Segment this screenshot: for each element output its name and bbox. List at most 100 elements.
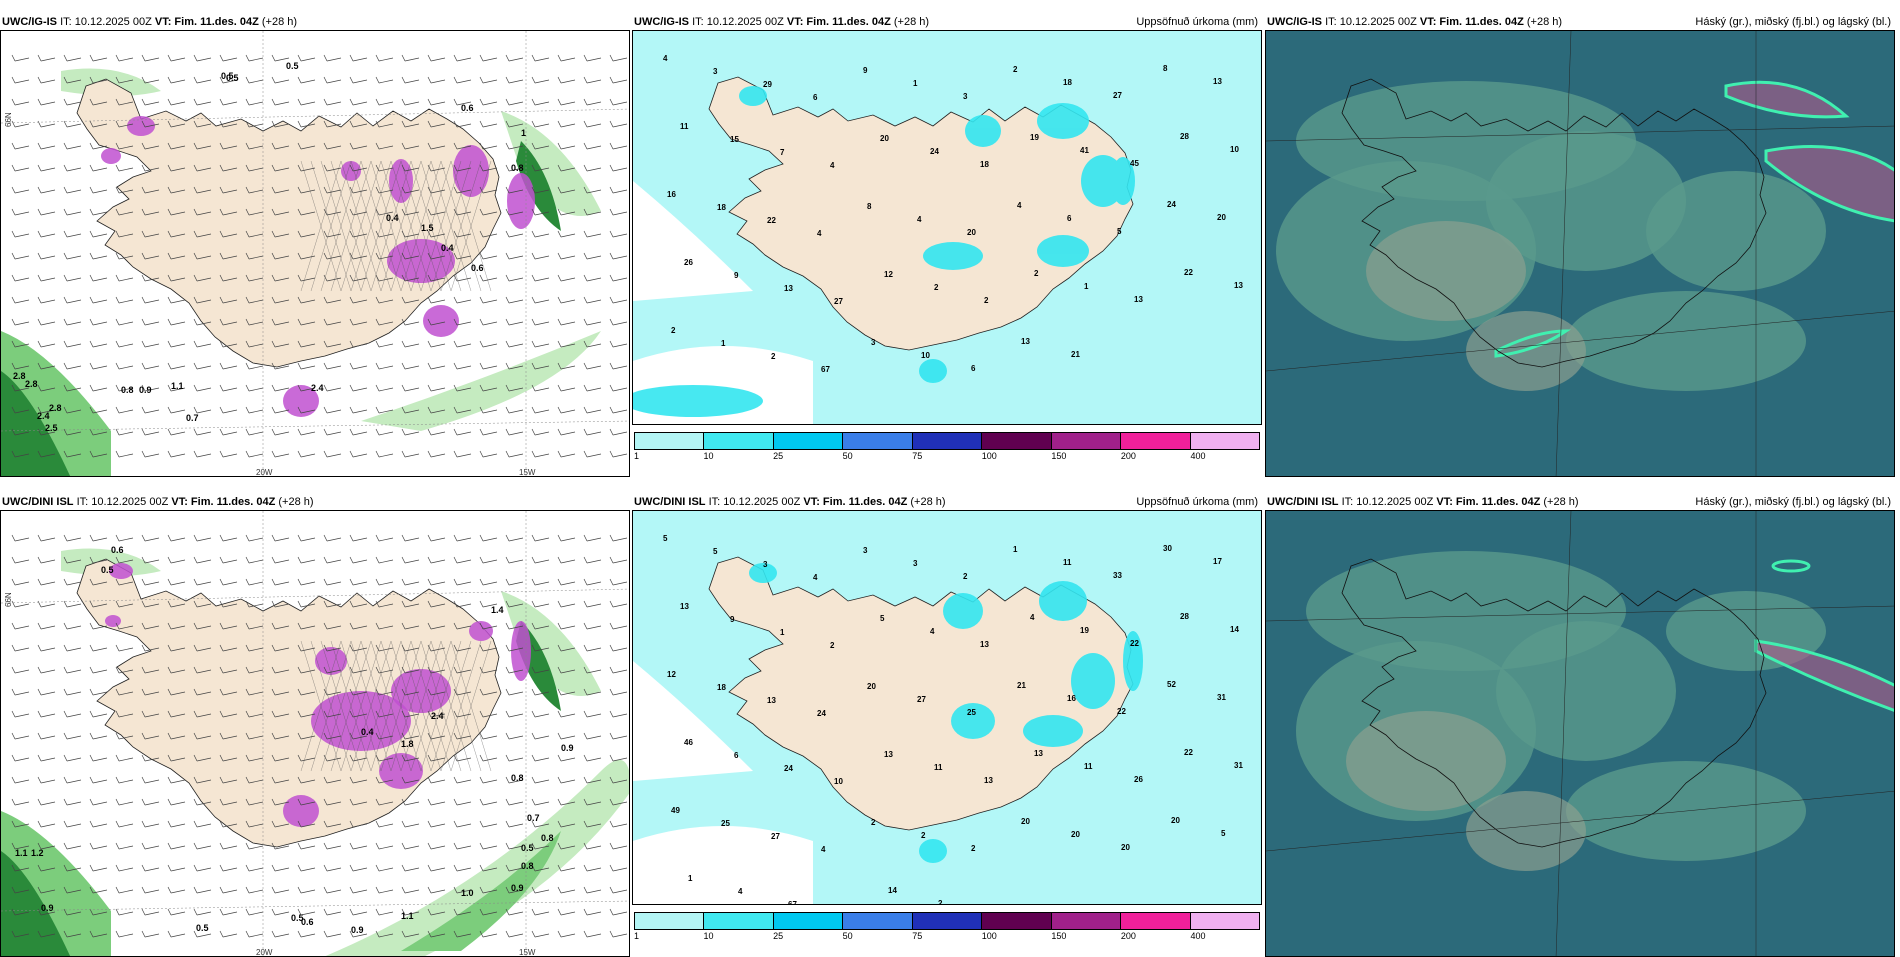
precip-value-label: 4 [917,215,922,224]
precip-value-label: 4 [663,54,668,63]
precip-value-label: 21 [1071,350,1080,359]
wind-value-label: 0.5 [521,843,534,853]
colorbar-tick-label: 100 [982,451,997,461]
mid-cloud-patch [1496,621,1676,761]
precip-value-label: 22 [1184,748,1193,757]
precip-value-label: 3 [913,559,918,568]
valid-label: VT: [1436,496,1453,508]
model-prefix: UWC/IG-IS [634,16,689,28]
precip-value-label: 31 [1217,693,1226,702]
precip-value-label: 1 [688,874,693,883]
precip-value-label: 12 [884,270,893,279]
init-time: IT: 10.12.2025 00Z [77,496,169,508]
lon-label-20w: 20W [256,468,273,477]
colorbar-tick-label: 150 [1051,931,1066,941]
precip-value-label: 3 [713,67,718,76]
precip-value-label: 29 [763,80,772,89]
init-time: IT: 10.12.2025 00Z [60,16,152,28]
lon-label-15w: 15W [519,468,536,477]
precip-value-label: 9 [730,615,735,624]
precip-value-label: 2 [830,641,835,650]
precip-value-label: 1 [780,628,785,637]
valid-time: Fim. 11.des. 04Z [191,496,275,508]
colorbar-cell [1191,913,1259,929]
wind-value-label: 1.8 [401,739,414,749]
valid-label: VT: [787,16,804,28]
colorbar-cell [635,433,704,449]
precip-value-label: 9 [863,66,868,75]
wind-value-label: 0.5 [286,61,299,71]
colorbar-cell [843,913,912,929]
colorbar-tick-label: 50 [843,931,853,941]
mid-cloud-patch [1566,291,1806,391]
wind-value-label: 0.5 [101,565,114,575]
lon-label-20w: 20W [256,948,273,957]
precip-value-label: 17 [1213,557,1222,566]
precip-value-label: 1 [1013,545,1018,554]
header-r1-clouds: UWC/IG-IS IT: 10.12.2025 00Z VT: Fim. 11… [1267,14,1893,30]
snow-blob [105,615,121,627]
precip-value-label: 18 [717,683,726,692]
precip-value-label: 4 [738,887,743,896]
valid-label: VT: [171,496,188,508]
wind-value-label: 0.6 [461,103,474,113]
precip-value-label: 5 [713,547,718,556]
precip-value-label: 20 [1217,213,1226,222]
wind-value-label: 0.6 [301,917,314,927]
precip-value-label: 22 [1117,707,1126,716]
precip-value-label: 10 [1230,145,1239,154]
colorbar-cell [704,913,773,929]
precip-value-label: 20 [867,682,876,691]
colorbar-tick-label: 10 [704,451,714,461]
model-prefix: UWC/IG-IS [2,16,57,28]
precip-value-label: 6 [813,93,818,102]
colorbar-cell [774,913,843,929]
colorbar-tick-label: 1 [634,451,639,461]
precip-value-label: 3 [871,338,876,347]
precip-value-label: 13 [884,750,893,759]
precip-value-label: 22 [1184,268,1193,277]
snow-blob [469,621,493,641]
wind-value-label: 0.4 [361,727,374,737]
precip-value-label: 16 [667,190,676,199]
precip-mid-blob [739,86,767,106]
wind-value-label: 2.4 [311,383,324,393]
precip-value-label: 27 [917,695,926,704]
precip-value-label: 8 [867,202,872,211]
colorbar-cells [634,432,1260,450]
precip-mid-blob [1037,103,1089,139]
colorbar-cell [913,913,982,929]
colorbar-cell [1052,433,1121,449]
precip-value-label: 67 [788,900,797,905]
precip-value-label: 12 [667,670,676,679]
precip-value-label: 2 [963,572,968,581]
precip-mid-blob [965,115,1001,147]
precip-value-label: 46 [684,738,693,747]
wind-value-label: 0.8 [511,163,524,173]
wind-value-label: 0.9 [511,883,524,893]
precip-value-label: 13 [1021,337,1030,346]
precip-value-label: 14 [888,886,897,895]
wind-value-label: 0.8 [541,833,554,843]
precip-value-label: 2 [971,844,976,853]
header-r2-clouds: UWC/DINI ISL IT: 10.12.2025 00Z VT: Fim.… [1267,494,1893,510]
precip-value-label: 20 [1121,843,1130,852]
precip-value-label: 14 [1230,625,1239,634]
valid-time: Fim. 11.des. 04Z [1439,16,1523,28]
lat-label-66n: 66N [4,592,13,607]
precip-value-label: 9 [734,271,739,280]
colorbar-cell [704,433,773,449]
clouds-title: Háský (gr.), miðský (fj.bl.) og lágský (… [1695,494,1891,510]
colorbar-cell [843,433,912,449]
precip-value-label: 1 [721,339,726,348]
precip-value-label: 52 [1167,680,1176,689]
precip-value-label: 10 [921,351,930,360]
lead-time: (+28 h) [278,496,313,508]
precip-mid-blob [1023,715,1083,747]
precip-mid-blob [919,359,947,383]
precip-value-label: 26 [1134,775,1143,784]
